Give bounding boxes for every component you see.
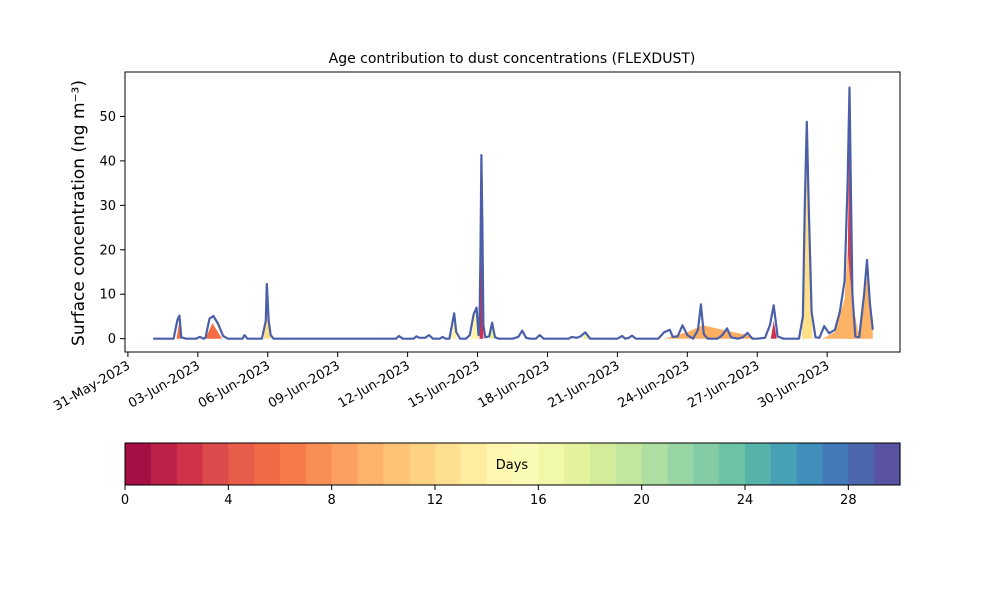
- colorbar-segment: [590, 443, 617, 485]
- x-tick-label: 24-Jun-2023: [615, 358, 692, 411]
- colorbar-segment: [719, 443, 746, 485]
- x-axis: 31-May-202303-Jun-202306-Jun-202309-Jun-…: [51, 352, 832, 414]
- colorbar-segment: [538, 443, 565, 485]
- colorbar-segment: [460, 443, 488, 485]
- y-tick-label: 40: [99, 154, 116, 169]
- colorbar-frame: [124, 442, 901, 486]
- x-tick-label: 18-Jun-2023: [476, 358, 553, 411]
- colorbar-segment: [874, 443, 901, 485]
- age-fill-1: [770, 320, 777, 339]
- colorbar-segment: [564, 443, 591, 485]
- x-tick-label: 15-Jun-2023: [406, 358, 483, 411]
- colorbar-segment: [667, 443, 694, 485]
- colorbar-segment: [409, 443, 436, 485]
- colorbar-segment: [615, 443, 643, 485]
- colorbar-tick-label: 12: [427, 493, 444, 508]
- y-axis-label: Surface concentration (ng m⁻³): [69, 80, 89, 346]
- x-tick-label: 03-Jun-2023: [126, 358, 203, 411]
- age-fill-4: [205, 323, 223, 339]
- age-fill-12: [582, 333, 590, 339]
- colorbar-segment: [125, 443, 152, 485]
- colorbar-tick-label: 4: [224, 493, 232, 508]
- colorbar-tick-label: 20: [633, 493, 650, 508]
- age-fill-6: [822, 249, 873, 339]
- total-series: [153, 86, 874, 340]
- y-tick-label: 50: [99, 110, 116, 125]
- x-tick-label: 06-Jun-2023: [196, 358, 273, 411]
- colorbar-tick-label: 0: [121, 493, 129, 508]
- colorbar-tick-label: 24: [737, 493, 754, 508]
- x-tick-label: 09-Jun-2023: [266, 358, 343, 411]
- colorbar-segment: [796, 443, 824, 485]
- x-tick-label: 12-Jun-2023: [336, 358, 413, 411]
- colorbar-tick-label: 28: [840, 493, 857, 508]
- x-tick-label: 27-Jun-2023: [685, 358, 762, 411]
- colorbar-segment: [770, 443, 798, 485]
- colorbar-segment: [641, 443, 669, 485]
- y-tick-label: 30: [99, 199, 116, 214]
- colorbar-segment: [822, 443, 849, 485]
- y-axis: 0 10 20 30 40 50: [99, 110, 125, 347]
- x-tick-label: 31-May-2023: [51, 358, 133, 414]
- colorbar-segment: [228, 443, 255, 485]
- colorbar-segment: [745, 443, 772, 485]
- colorbar-segment: [176, 443, 204, 485]
- age-fill-9: [451, 318, 458, 339]
- colorbar-segment: [331, 443, 359, 485]
- colorbar-segment: [202, 443, 229, 485]
- colorbar-segment: [848, 443, 875, 485]
- age-fill-10: [470, 312, 479, 339]
- colorbar-axis: 0 4 8 12 16 20 24 28: [121, 485, 857, 508]
- y-tick-label: 10: [99, 288, 116, 303]
- plot-frame: [124, 71, 901, 353]
- x-tick-label: 30-Jun-2023: [755, 358, 832, 411]
- colorbar-segment: [150, 443, 178, 485]
- chart-title: Age contribution to dust concentrations …: [329, 51, 696, 67]
- colorbar-tick-label: 8: [328, 493, 336, 508]
- colorbar: [125, 443, 901, 485]
- colorbar-segment: [486, 443, 514, 485]
- colorbar-segment: [357, 443, 384, 485]
- colorbar-label: Days: [496, 458, 529, 473]
- colorbar-segment: [254, 443, 281, 485]
- colorbar-segment: [435, 443, 462, 485]
- colorbar-segment: [512, 443, 539, 485]
- total-concentration-line: [153, 86, 874, 340]
- y-tick-label: 0: [108, 332, 116, 347]
- colorbar-segment: [280, 443, 307, 485]
- colorbar-segment: [383, 443, 410, 485]
- colorbar-segment: [693, 443, 720, 485]
- colorbar-segment: [305, 443, 333, 485]
- age-fills: [176, 125, 873, 339]
- colorbar-tick-label: 16: [530, 493, 547, 508]
- y-tick-label: 20: [99, 243, 116, 258]
- x-tick-label: 21-Jun-2023: [546, 358, 623, 411]
